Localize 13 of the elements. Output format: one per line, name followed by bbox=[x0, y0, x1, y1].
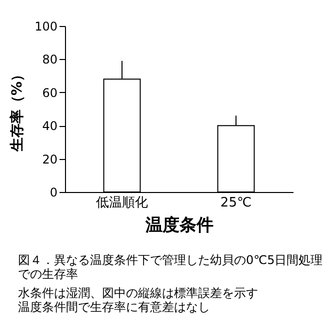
text: 水条件は湿潤、図中の縦線は標準誤差を示す bbox=[18, 286, 259, 300]
x-axis-title: 温度条件 bbox=[144, 216, 214, 236]
x-tick-label: 低温順化 bbox=[96, 196, 148, 210]
y-tick-label: 20 bbox=[42, 152, 58, 166]
y-tick-label: 0 bbox=[50, 186, 58, 200]
text: 温度条件間で生存率に有意差はなし bbox=[18, 300, 211, 314]
y-tick-label: 60 bbox=[42, 86, 58, 100]
y-tick-label: 100 bbox=[34, 20, 58, 34]
y-tick-label: 80 bbox=[42, 52, 58, 67]
caption: 図４．異なる温度条件下で管理した幼貝の0℃5日間処理での生存率 bbox=[18, 253, 323, 281]
y-tick-label: 40 bbox=[42, 119, 58, 134]
y-axis-title: 生存率（%） bbox=[8, 67, 26, 153]
x-tick-label: 25℃ bbox=[220, 196, 252, 210]
